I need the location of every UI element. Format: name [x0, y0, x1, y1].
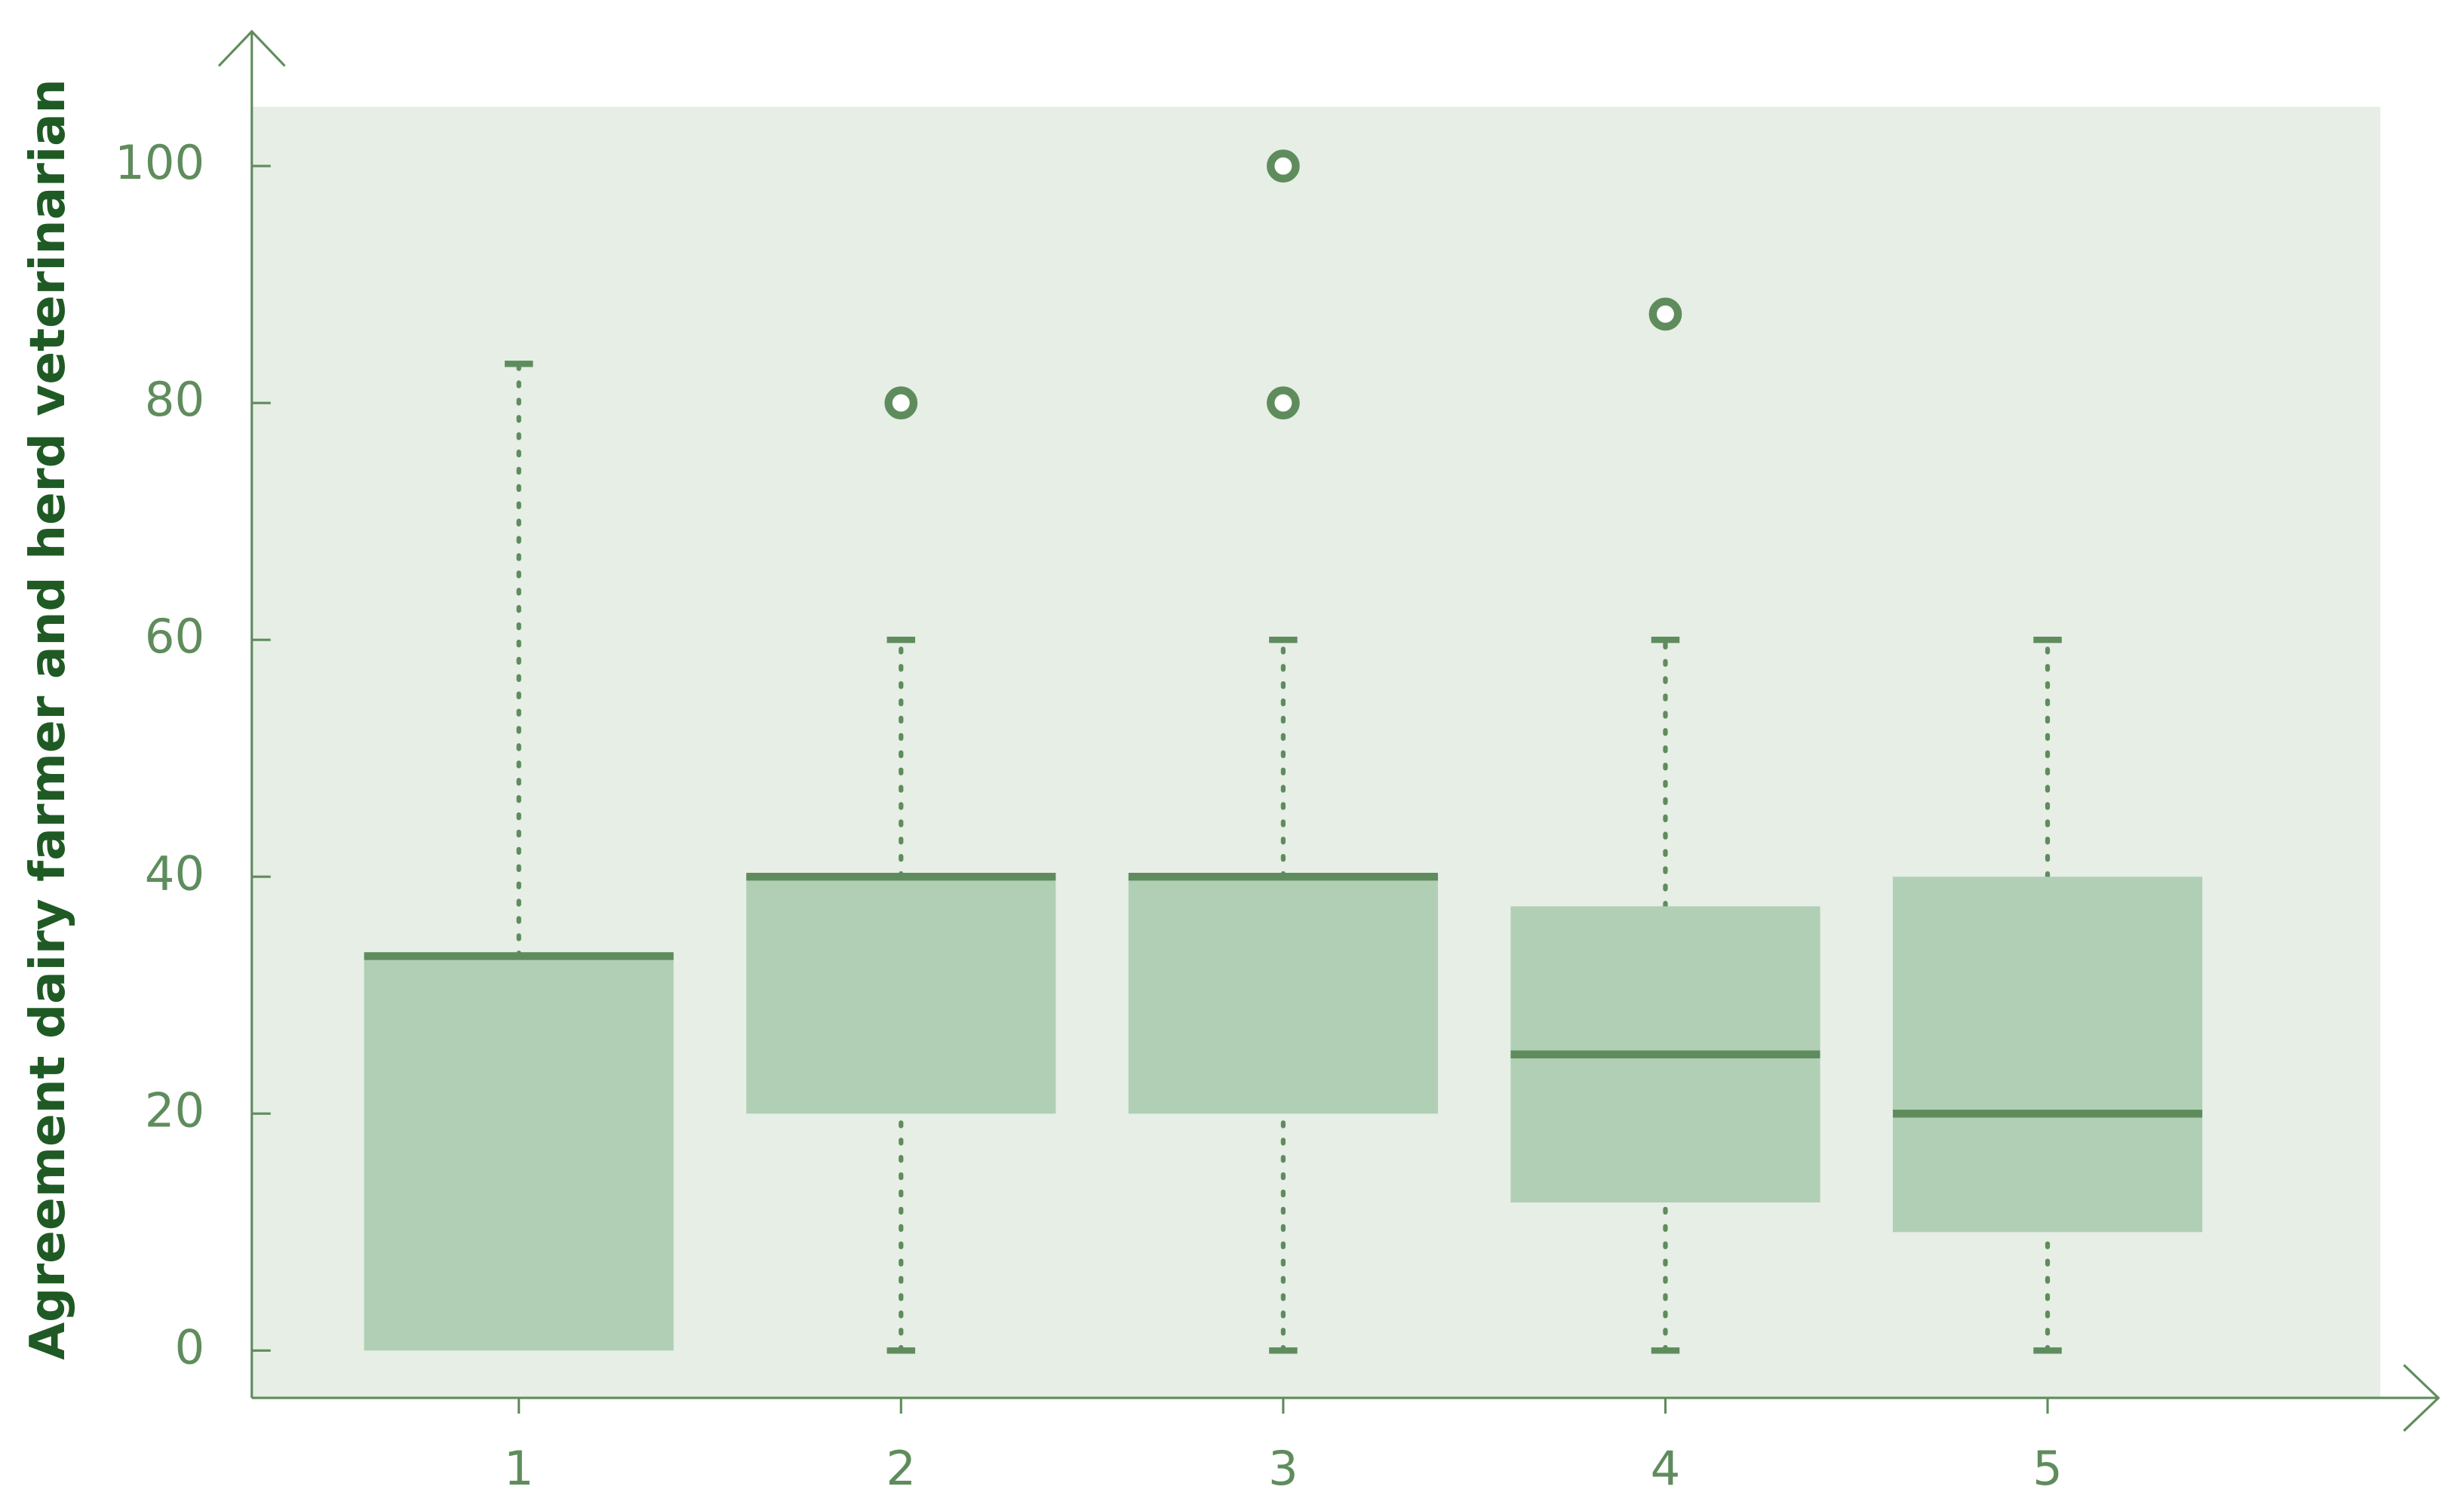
y-tick-label: 20	[145, 1083, 204, 1138]
x-tick-label: 1	[504, 1441, 534, 1496]
outlier	[884, 386, 918, 419]
y-tick-label: 100	[115, 135, 204, 190]
x-tick-label: 3	[1268, 1441, 1298, 1496]
box	[1128, 877, 1438, 1114]
x-tick-label: 4	[1651, 1441, 1681, 1496]
x-tick-label: 2	[886, 1441, 916, 1496]
outlier	[1267, 386, 1300, 419]
box	[364, 956, 674, 1351]
outlier	[1648, 297, 1682, 331]
x-axis	[251, 1364, 2441, 1432]
box	[746, 877, 1056, 1114]
y-tick-label: 0	[175, 1319, 205, 1374]
y-axis-label: Agreement dairy farmer and herd veterina…	[20, 78, 76, 1359]
y-tick-label: 80	[145, 372, 204, 427]
box	[1892, 877, 2203, 1233]
y-axis	[217, 29, 286, 1399]
outlier	[1267, 149, 1300, 183]
y-tick-label: 60	[145, 609, 204, 664]
x-tick-label: 5	[2032, 1441, 2063, 1496]
y-tick-label: 40	[145, 846, 204, 901]
